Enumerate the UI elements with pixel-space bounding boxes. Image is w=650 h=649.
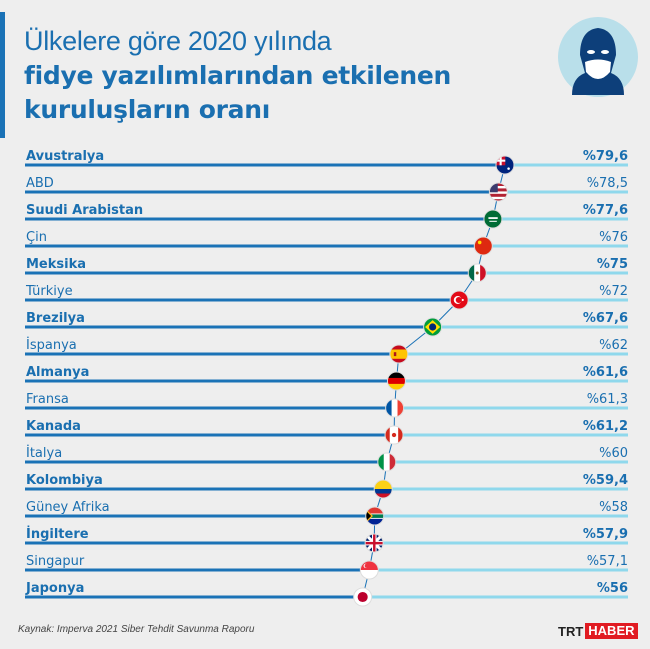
category-label: ABD [26,176,54,191]
value-label: %57,9 [583,527,628,542]
value-label: %79,6 [583,149,628,164]
value-label: %72 [599,284,628,299]
category-label: Türkiye [25,284,73,299]
value-label: %57,1 [587,554,628,569]
flag-mx-icon [468,264,487,282]
flag-sg-icon [360,561,379,579]
title-line-1: Ülkelere göre 2020 yılında [24,26,332,56]
chart-row: Almanya %61,6 [25,365,628,391]
data-point [488,182,508,202]
chart-row: İngiltere %57,9 [25,526,628,553]
flag-cn-icon [474,237,493,255]
chart-row: Meksika %75 [25,257,628,283]
value-label: %75 [597,257,628,272]
data-point [364,533,384,553]
data-point [384,425,404,445]
category-label: Singapur [26,554,85,569]
value-label: %61,3 [587,392,628,407]
hacker-icon [558,17,638,97]
flag-br-icon [423,318,442,336]
category-label: Japonya [25,581,84,596]
logo-trt: TRT [558,623,584,639]
chart-row: Avustralya %79,6 [25,149,628,175]
data-point [483,209,503,229]
flag-jp-icon [353,588,372,606]
category-label: Kolombiya [26,473,103,488]
category-label: İngiltere [26,526,89,542]
category-label: Çin [26,230,47,245]
title-line-3: kuruluşların oranı [24,95,270,124]
category-label: Avustralya [26,149,104,164]
category-label: İspanya [26,337,77,353]
title-line-2: fidye yazılımlarından etkilenen [24,61,452,90]
chart-row: Japonya %56 [25,581,628,607]
value-label: %56 [597,581,628,596]
chart-row: Güney Afrika %58 [25,500,628,526]
data-point [473,236,493,256]
chart-row: Brezilya %67,6 [25,311,628,337]
chart-row: Suudi Arabistan %77,6 [25,203,628,229]
data-point [365,506,385,526]
flag-de-icon [387,372,406,390]
category-label: Meksika [26,257,86,272]
data-point [467,263,487,283]
flag-it-icon [377,453,396,471]
chart-row: İtalya %60 [25,445,628,472]
value-label: %78,5 [587,176,628,191]
chart-row: Kolombiya %59,4 [25,473,628,499]
data-point [449,290,469,310]
category-label: Brezilya [26,311,85,326]
flag-fr-icon [385,399,404,417]
chart-row: ABD %78,5 [25,176,628,202]
category-label: Kanada [26,419,81,434]
chart-row: Kanada %61,2 [25,419,628,445]
trt-haber-logo: TRT HABER [558,623,638,639]
flag-us-icon [489,183,508,201]
category-label: Fransa [26,392,69,407]
value-label: %58 [599,500,628,515]
flag-co-icon [374,480,393,498]
data-point [377,452,397,472]
logo-haber: HABER [585,623,638,639]
value-label: %62 [599,338,628,353]
data-point [389,344,409,364]
data-point [353,587,373,607]
value-label: %67,6 [583,311,628,326]
category-label: İtalya [26,445,62,461]
category-label: Suudi Arabistan [26,203,143,218]
data-point [359,560,379,580]
flag-za-icon [365,507,384,525]
data-point [386,371,406,391]
data-point [373,479,393,499]
value-label: %61,6 [583,365,628,380]
value-label: %59,4 [583,473,628,488]
chart-row: Singapur %57,1 [25,554,628,580]
source-note: Kaynak: Imperva 2021 Siber Tehdit Savunm… [18,624,255,635]
value-label: %61,2 [583,419,628,434]
chart-row: Çin %76 [25,230,628,256]
chart-row: Fransa %61,3 [25,392,628,418]
flag-ca-icon [385,426,404,444]
flag-au-icon [495,156,514,174]
data-point [385,398,405,418]
flag-sa-icon [483,210,502,228]
category-label: Güney Afrika [26,500,110,515]
flag-gb-icon [365,534,384,552]
data-point [423,317,443,337]
flag-es-icon [389,345,408,363]
value-label: %60 [599,446,628,461]
value-label: %76 [599,230,628,245]
chart-row: İspanya %62 [25,337,628,364]
accent-bar [0,12,5,138]
value-label: %77,6 [583,203,628,218]
category-label: Almanya [26,365,89,380]
flag-tr-icon [450,291,469,309]
data-point [495,155,515,175]
chart-row: Türkiye %72 [25,284,628,310]
